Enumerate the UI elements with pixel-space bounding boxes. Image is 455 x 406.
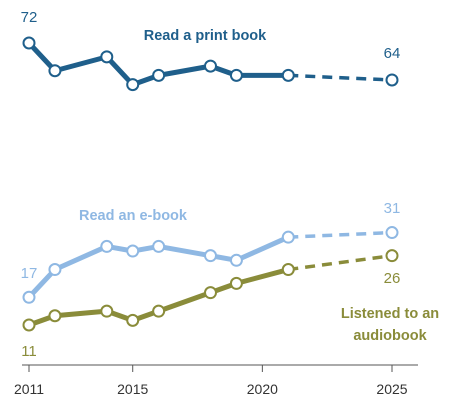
x-axis: 2011 2015 2020 2025	[14, 364, 418, 397]
print-book-point	[204, 59, 217, 73]
audiobook-point	[385, 249, 399, 263]
audiobook-series-label: audiobook	[353, 328, 427, 344]
audiobook-point	[126, 313, 140, 327]
e-book-end-value: 31	[384, 200, 401, 217]
print-book-point	[48, 64, 62, 78]
e-book-point	[100, 239, 114, 253]
audiobook-point	[22, 318, 36, 332]
e-book-dashed-projection	[288, 230, 393, 239]
audiobook-point	[48, 309, 62, 323]
x-tick-label: 2011	[14, 381, 44, 397]
e-book-point	[204, 249, 217, 263]
print-book-point	[152, 68, 166, 82]
audiobook-point	[152, 304, 166, 318]
audiobook-point	[229, 276, 243, 290]
e-book-series-label: Read an e-book	[79, 208, 188, 224]
audiobook-point	[204, 286, 217, 300]
e-book-start-value: 17	[21, 265, 38, 282]
print-book-point	[126, 78, 140, 92]
e-book-point	[48, 263, 62, 277]
x-tick-label: 2020	[247, 381, 278, 397]
e-book-point	[126, 244, 140, 258]
x-tick-label: 2015	[117, 381, 148, 397]
audiobook-start-value: 11	[21, 343, 37, 360]
print-book-dashed-projection	[288, 73, 393, 82]
print-book-start-value: 72	[21, 9, 38, 26]
print-book-series-label: Read a print book	[144, 28, 267, 44]
audiobook-dashed-projection	[288, 253, 393, 272]
series-lines	[26, 40, 393, 328]
print-book-end-value: 64	[384, 45, 401, 62]
audiobook-point	[100, 304, 114, 318]
e-book-point	[22, 290, 36, 304]
audiobook-point	[281, 263, 295, 277]
x-tick-label: 2025	[376, 381, 407, 397]
print-book-point	[385, 73, 399, 87]
e-book-point	[152, 239, 166, 253]
print-book-point	[229, 68, 243, 82]
print-book-point	[281, 68, 295, 82]
e-book-point	[385, 226, 399, 240]
audiobook-series-label: Listened to an	[341, 306, 439, 322]
print-book-point	[100, 50, 114, 64]
e-book-point	[281, 230, 295, 244]
series-points	[22, 36, 399, 332]
e-book-point	[229, 253, 243, 267]
audiobook-end-value: 26	[384, 270, 401, 287]
chart-labels: Read a print book Read an e-book Listened …	[21, 9, 439, 360]
print-book-point	[22, 36, 36, 50]
